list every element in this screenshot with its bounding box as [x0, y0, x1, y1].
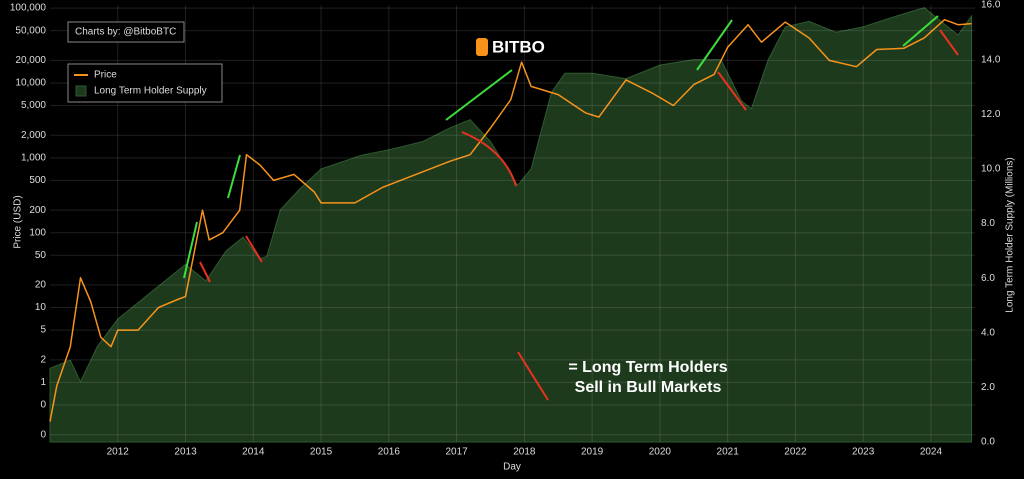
y-tick-label: 10 — [35, 302, 47, 313]
logo: BITBO — [492, 37, 545, 56]
y-tick-label: 100,000 — [10, 3, 47, 14]
y2-axis-title: Long Term Holder Supply (Millions) — [1005, 157, 1016, 312]
red-arrow — [245, 235, 263, 263]
plot-area — [49, 5, 975, 443]
price-line — [49, 18, 972, 422]
red-arrow — [199, 261, 211, 283]
legend-label: Long Term Holder Supply — [94, 86, 207, 97]
y-tick-label: 20 — [35, 280, 47, 291]
x-tick-label: 2020 — [649, 447, 672, 458]
credit-box — [67, 21, 185, 43]
red-arrow — [717, 71, 747, 111]
x-tick-label: 2019 — [581, 447, 604, 458]
y2-tick-label: 8.0 — [981, 218, 995, 229]
y-tick-label: 1 — [40, 377, 46, 388]
y-tick-label: 5 — [40, 325, 46, 336]
y-tick-label: 5,000 — [21, 100, 46, 111]
legend — [67, 63, 223, 103]
red-arrow — [939, 29, 959, 56]
y-tick-label: 20,000 — [15, 55, 46, 66]
x-tick-label: 2015 — [310, 447, 333, 458]
x-axis-title: Day — [503, 462, 521, 473]
supply-area — [49, 7, 973, 443]
y-tick-label: 100 — [29, 227, 46, 238]
x-tick-label: 2012 — [107, 447, 130, 458]
y2-tick-label: 2.0 — [981, 382, 995, 393]
y2-tick-label: 4.0 — [981, 327, 995, 338]
y-tick-label: 500 — [29, 175, 46, 186]
annotation: = Long Term Holders — [568, 359, 727, 376]
green-arrow — [445, 69, 513, 121]
green-arrow — [902, 15, 939, 47]
y2-tick-label: 0.0 — [981, 437, 995, 448]
red-arrow — [517, 351, 549, 401]
y2-tick-label: 16.0 — [981, 0, 1001, 11]
x-tick-label: 2013 — [174, 447, 197, 458]
credit: Charts by: @BitboBTC — [75, 27, 176, 38]
arrows — [183, 15, 959, 401]
y-axis-title: Price (USD) — [13, 195, 24, 248]
y-tick-label: 10,000 — [15, 78, 46, 89]
green-arrow — [227, 154, 241, 199]
y-tick-label: 50,000 — [15, 25, 46, 36]
x-tick-label: 2023 — [852, 447, 875, 458]
x-tick-label: 2014 — [242, 447, 265, 458]
y2-tick-label: 12.0 — [981, 109, 1001, 120]
y2-tick-label: 14.0 — [981, 54, 1001, 65]
y-tick-label: 2,000 — [21, 130, 46, 141]
y-tick-label: 200 — [29, 205, 46, 216]
legend-label: Price — [94, 70, 117, 81]
x-tick-label: 2018 — [513, 447, 536, 458]
green-arrow — [696, 19, 733, 71]
annotation: Sell in Bull Markets — [575, 379, 722, 396]
x-tick-label: 2016 — [378, 447, 401, 458]
x-tick-label: 2024 — [920, 447, 943, 458]
y-tick-label: 1,000 — [21, 152, 46, 163]
x-tick-label: 2021 — [717, 447, 740, 458]
legend-swatch — [75, 85, 87, 97]
logo-icon — [476, 38, 488, 56]
y2-tick-label: 6.0 — [981, 273, 995, 284]
x-tick-label: 2022 — [784, 447, 807, 458]
green-arrow — [183, 221, 198, 279]
y2-tick-label: 10.0 — [981, 164, 1001, 175]
x-tick-label: 2017 — [445, 447, 468, 458]
red-arrow — [461, 131, 517, 187]
y-tick-label: 0 — [40, 429, 46, 440]
y-tick-label: 50 — [35, 250, 47, 261]
y-tick-label: 0 — [40, 400, 46, 411]
y-tick-label: 2 — [40, 355, 46, 366]
